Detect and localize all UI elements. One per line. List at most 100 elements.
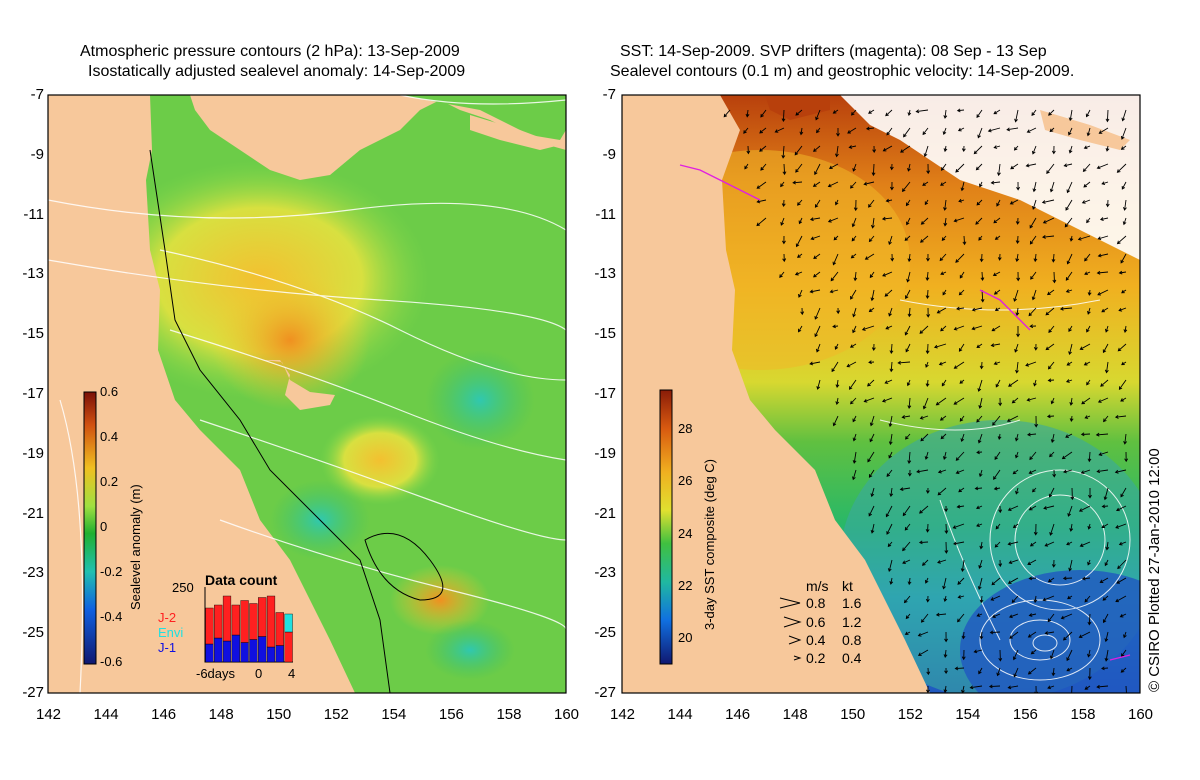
- velocity-arrow: [852, 415, 857, 423]
- colorbar-tick-label: 22: [678, 577, 693, 593]
- velocity-arrow: [922, 127, 929, 136]
- velocity-arrow: [977, 433, 983, 444]
- left-title-line1: Atmospheric pressure contours (2 hPa): 1…: [80, 43, 460, 60]
- legend-envi: Envi: [158, 625, 184, 640]
- velocity-arrow: [962, 235, 967, 246]
- velocity-arrow: [746, 145, 751, 155]
- velocity-arrow: [797, 253, 803, 258]
- velocity-arrow: [903, 595, 911, 604]
- velocity-arrow: [978, 667, 983, 675]
- velocity-arrow: [941, 235, 947, 241]
- velocity-arrow: [1121, 649, 1127, 658]
- velocity-arrow: [863, 181, 875, 186]
- velocity-arrow: [1084, 595, 1091, 603]
- velocity-arrow: [1063, 163, 1073, 168]
- velocity-arrow: [997, 253, 1002, 261]
- velocity-arrow: [943, 217, 948, 227]
- x-tick-label: 152: [323, 706, 349, 723]
- velocity-arrow: [1099, 217, 1109, 222]
- velocity-arrow: [852, 307, 857, 318]
- velocity-arrow: [1098, 127, 1109, 134]
- velocity-arrow: [816, 379, 821, 390]
- velocity-arrow: [1102, 595, 1109, 601]
- velocity-arrow: [799, 127, 804, 136]
- velocity-arrow: [1104, 649, 1109, 662]
- velocity-arrow: [1104, 559, 1109, 567]
- velocity-arrow: [1124, 451, 1129, 463]
- velocity-arrow: [996, 667, 1001, 677]
- velocity-arrow: [1118, 379, 1127, 391]
- data-count-x-zero: 0: [255, 666, 263, 681]
- velocity-arrow: [938, 361, 947, 366]
- velocity-arrow: [1009, 631, 1019, 639]
- velocity-arrow: [1049, 649, 1055, 660]
- velocity-arrow: [922, 181, 929, 186]
- velocity-arrow: [979, 631, 984, 640]
- velocity-arrow: [924, 577, 929, 584]
- velocity-arrow: [1044, 541, 1055, 547]
- velocity-arrow: [870, 289, 875, 302]
- velocity-row-06-kt: 1.2: [842, 614, 862, 630]
- velocity-arrow: [868, 109, 875, 114]
- right-map-frame: [621, 94, 1141, 694]
- velocity-row-04-ms: 0.4: [806, 632, 826, 648]
- y-tick-label: -23: [594, 564, 616, 582]
- velocity-arrow: [994, 307, 1001, 312]
- velocity-arrow: [960, 181, 965, 192]
- velocity-arrow: [832, 324, 839, 329]
- legend-arrow-08: [779, 597, 801, 609]
- bar-j1: [266, 646, 276, 663]
- velocity-arrow: [977, 379, 983, 392]
- geostrophic-velocity-arrows: [723, 108, 1129, 693]
- velocity-arrow: [1068, 343, 1073, 356]
- velocity-arrow: [1120, 487, 1127, 498]
- velocity-arrow: [832, 109, 839, 114]
- velocity-arrow: [1027, 559, 1037, 565]
- velocity-arrow: [794, 271, 803, 276]
- velocity-arrow: [958, 289, 965, 296]
- velocity-arrow: [760, 163, 767, 171]
- velocity-arrow: [907, 577, 912, 586]
- y-tick-label: -19: [22, 444, 44, 462]
- velocity-arrow: [1047, 378, 1055, 383]
- x-tick-label: 156: [1012, 706, 1038, 723]
- velocity-arrow: [815, 109, 821, 121]
- velocity-arrow: [1114, 415, 1127, 419]
- colorbar-tick-label: 0: [100, 519, 108, 534]
- velocity-arrow: [887, 559, 893, 573]
- velocity-arrow: [1078, 631, 1091, 638]
- velocity-arrow: [1033, 595, 1038, 604]
- velocity-arrow: [814, 199, 821, 208]
- velocity-arrow: [978, 397, 983, 409]
- x-tick-label: 146: [725, 706, 751, 723]
- velocity-arrow: [1012, 523, 1019, 529]
- velocity-arrow: [952, 523, 965, 529]
- legend-arrow-04: [788, 635, 802, 645]
- velocity-arrow: [834, 145, 839, 158]
- velocity-arrow: [868, 235, 875, 243]
- colorbar-tick-label: 0.4: [100, 429, 119, 444]
- velocity-arrow: [1101, 523, 1109, 529]
- data-count-max: 250: [172, 580, 194, 595]
- velocity-arrow: [1031, 145, 1037, 155]
- velocity-arrow: [852, 163, 857, 172]
- velocity-arrow: [890, 253, 895, 262]
- velocity-arrow: [814, 307, 821, 320]
- velocity-arrow: [1015, 307, 1020, 317]
- velocity-arrow: [1105, 109, 1110, 123]
- velocity-header-kt: kt: [842, 578, 853, 594]
- velocity-arrow: [1087, 613, 1092, 626]
- velocity-arrow: [944, 523, 949, 534]
- velocity-arrow: [1078, 505, 1091, 512]
- velocity-arrow: [1082, 163, 1091, 173]
- velocity-arrow: [1065, 379, 1073, 383]
- velocity-arrow: [905, 433, 911, 440]
- velocity-arrow: [978, 235, 983, 241]
- velocity-arrow: [998, 397, 1003, 407]
- velocity-arrow: [976, 450, 983, 455]
- velocity-arrow: [1069, 415, 1074, 422]
- velocity-arrow: [1012, 469, 1019, 475]
- velocity-arrow: [1116, 577, 1127, 584]
- bar-j2: [266, 595, 276, 648]
- velocity-arrow: [864, 253, 875, 260]
